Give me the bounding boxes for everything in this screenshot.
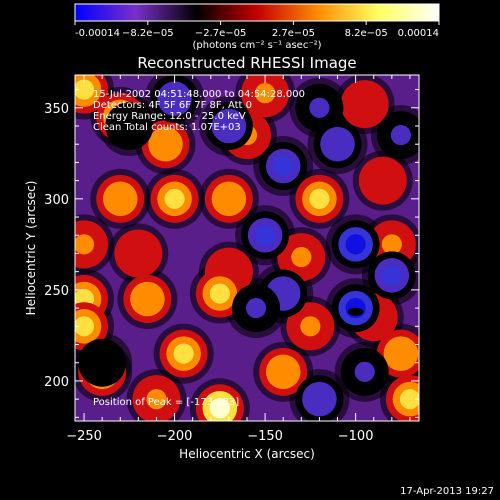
heatmap-blob-peak — [255, 225, 276, 246]
heatmap-blob-peak — [218, 188, 239, 209]
y-tick-label: 350 — [44, 102, 69, 117]
heatmap-blob-peak — [345, 234, 366, 255]
colorbar-tick-label: -0.00014 — [75, 28, 120, 39]
heatmap-blob-peak — [128, 243, 149, 264]
heatmap-blob-peak — [164, 88, 185, 109]
heatmap-blob-peak — [354, 94, 375, 115]
heatmap-blob-peak — [309, 389, 330, 410]
heatmap-blob-peak — [218, 115, 239, 137]
annotation-line: Clean Total counts: 1.07E+03 — [93, 122, 241, 133]
annotation-line: Detectors: 4F 5F 6F 7F 8F, Att 0 — [93, 100, 252, 111]
x-tick-label: −200 — [157, 429, 193, 444]
heatmap-field — [75, 75, 419, 421]
heatmap-blob-peak — [119, 115, 140, 137]
colorbar-tick-label: 8.2e−05 — [345, 28, 388, 39]
heatmap-blob-peak — [273, 283, 294, 304]
heatmap-blob-peak — [273, 361, 294, 382]
heatmap-blob-peak — [372, 170, 393, 191]
heatmap-blob-peak — [309, 97, 330, 118]
heatmap-blob-peak — [164, 188, 185, 209]
heatmap-blob-peak — [209, 398, 230, 419]
y-tick-label: 200 — [44, 375, 69, 390]
heatmap-blob-peak — [354, 361, 375, 382]
x-tick-label: −150 — [247, 429, 283, 444]
heatmap-blob-peak — [92, 352, 113, 373]
x-tick-label: −100 — [338, 429, 374, 444]
heatmap-blob-peak — [146, 389, 167, 410]
colorbar-tick-label: −8.2e−05 — [122, 28, 174, 39]
colorbar-label: (photons cm⁻² s⁻¹ asec⁻²) — [192, 40, 321, 51]
colorbar-tick-label: −2.7e−05 — [195, 28, 247, 39]
colorbar-tick-label: 0.00014 — [398, 28, 439, 39]
x-axis-label: Heliocentric X (arcsec) — [179, 447, 315, 461]
x-tick-label: −250 — [66, 429, 102, 444]
colorbar-tick-label: 2.7e−05 — [272, 28, 315, 39]
annotation-line: 15-Jul-2002 04:51:48.000 to 04:54:28.000 — [93, 89, 305, 100]
heatmap-blob-peak — [273, 155, 294, 177]
heatmap-blob-peak — [381, 265, 402, 286]
heatmap-blob-peak — [209, 283, 230, 304]
heatmap-blob-peak — [300, 316, 321, 337]
colorbar — [74, 3, 440, 22]
heatmap-min-spot — [347, 307, 364, 316]
heatmap-blob-peak — [327, 134, 348, 155]
axis-ticks: −250 −200 −150 −100 200 250 300 350 — [44, 75, 419, 444]
heatmap-blob-peak — [173, 343, 194, 364]
heatmap-blob-peak — [155, 134, 176, 155]
annotation-line: Energy Range: 12.0 - 25.0 keV — [93, 111, 246, 122]
heatmap-blob-peak — [137, 288, 158, 310]
heatmap-blob-peak — [390, 125, 411, 146]
y-tick-label: 250 — [44, 284, 69, 299]
annotation-line: Position of Peak = [-173,183] — [93, 397, 239, 408]
heatmap-blob-peak — [291, 247, 312, 268]
heatmap-blob-peak — [75, 79, 95, 100]
colorbar-ticks: -0.00014 −8.2e−05 −2.7e−05 2.7e−05 8.2e−05 0.… — [74, 21, 440, 39]
heatmap-blob-peak — [399, 389, 419, 410]
chart-title: Reconstructed RHESSI Image — [137, 54, 356, 72]
heatmap-blob-peak — [255, 83, 276, 104]
heatmap-blob-peak — [309, 188, 330, 209]
y-axis-label: Heliocentric Y (arcsec) — [24, 181, 38, 316]
heatmap-blob-peak — [245, 298, 267, 319]
heatmap-blob-peak — [110, 188, 131, 209]
heatmap-blob-peak — [390, 343, 411, 364]
heatmap-blob-peak — [75, 316, 95, 337]
heatmap-blob-peak — [381, 234, 402, 255]
y-tick-label: 300 — [44, 193, 69, 208]
footer-timestamp: 17-Apr-2013 19:27 — [400, 486, 494, 497]
annotations: 15-Jul-2002 04:51:48.000 to 04:54:28.000… — [93, 89, 305, 408]
heatmap-blob-peak — [75, 234, 95, 255]
